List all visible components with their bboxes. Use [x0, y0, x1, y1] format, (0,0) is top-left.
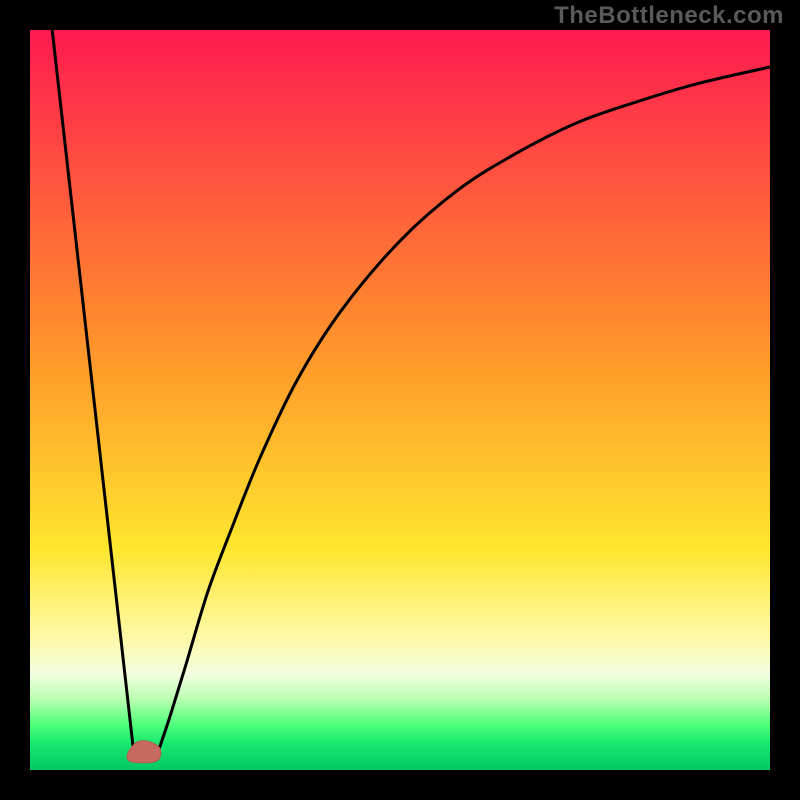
gradient-bg — [30, 30, 770, 770]
bottleneck-chart — [30, 30, 770, 770]
chart-container: TheBottleneck.com — [0, 0, 800, 800]
watermark-text: TheBottleneck.com — [554, 2, 784, 30]
